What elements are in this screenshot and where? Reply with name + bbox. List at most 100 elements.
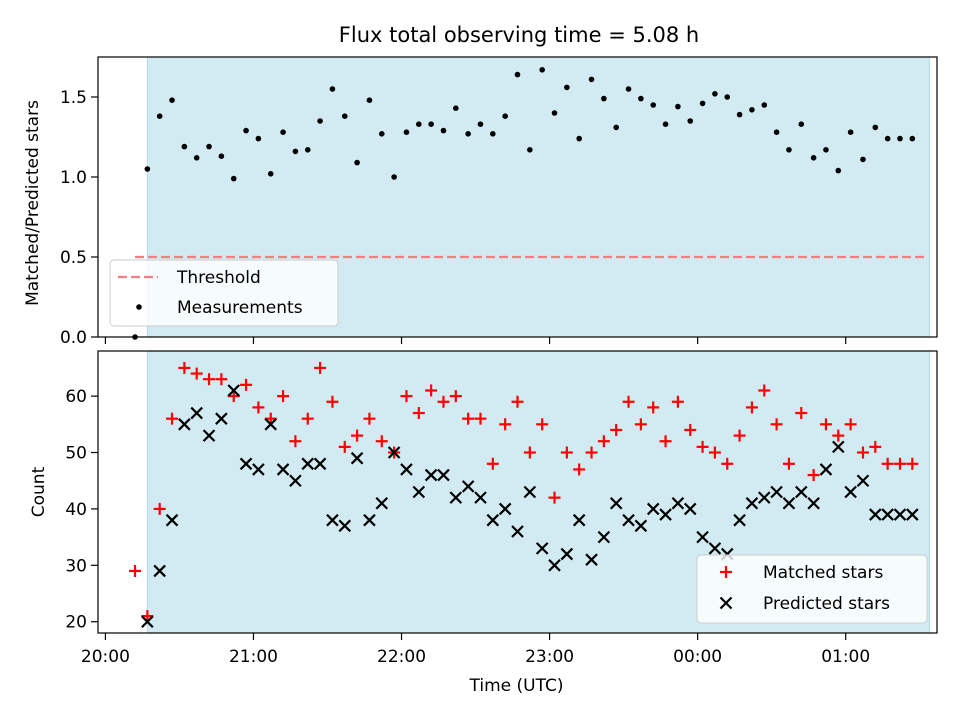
predicted-point [437, 468, 450, 482]
matched-point [585, 446, 598, 459]
matched-point [560, 446, 573, 459]
measurement-point [428, 121, 434, 127]
predicted-point [844, 485, 857, 499]
x-tick-label: 23:00 [525, 647, 574, 667]
count-legend-box [696, 554, 928, 624]
predicted-point [659, 508, 672, 521]
matched-point [486, 457, 499, 470]
predicted-point [350, 451, 364, 465]
measurement-point [193, 155, 200, 161]
predicted-point [609, 497, 623, 510]
measurement-point [662, 121, 669, 127]
matched-point [659, 435, 672, 448]
ratio-legend-box [109, 259, 339, 327]
matched-point [844, 418, 857, 431]
measurement-point [453, 105, 459, 111]
x-tick-label: 20:00 [81, 647, 130, 667]
y-tick-label: 60 [65, 387, 87, 407]
y-tick-label: 0.5 [60, 248, 87, 268]
matched-point [203, 373, 216, 386]
predicted-point [239, 457, 253, 471]
measurement-point [909, 135, 916, 142]
measurement-point [872, 124, 879, 131]
predicted-point [535, 542, 549, 555]
predicted-point [646, 502, 660, 516]
measurement-point [539, 67, 545, 73]
predicted-point [560, 547, 574, 561]
predicted-point [757, 491, 771, 504]
matched-point [770, 418, 783, 431]
measurement-point [243, 127, 249, 134]
predicted-point [548, 559, 561, 572]
measurements-legend-swatch [136, 304, 142, 310]
predicted-point [634, 519, 648, 533]
measurement-point [329, 86, 336, 92]
matched-point [782, 457, 795, 470]
matched-point [696, 440, 709, 453]
matched-point [499, 418, 512, 431]
predicted-point [782, 497, 796, 510]
measurement-point [181, 143, 188, 150]
predicted-point [622, 513, 635, 527]
x-tick-label: 21:00 [229, 647, 278, 667]
measurement-point [576, 135, 582, 142]
count-panel-frame [97, 350, 938, 634]
predicted-point [276, 463, 290, 476]
y-tick-label: 40 [65, 500, 87, 520]
measurement-point [255, 135, 262, 142]
matched-point [129, 564, 142, 577]
measurement-point [823, 147, 829, 153]
predicted-point [486, 513, 500, 527]
measurement-point [687, 118, 694, 124]
predicted-point [745, 497, 759, 510]
predicted-point [683, 502, 697, 516]
predicted-legend-marker [719, 596, 733, 610]
matched-point [449, 390, 462, 403]
predicted-point [832, 440, 845, 454]
predicted-point [869, 508, 882, 521]
predicted-legend-swatch [719, 596, 733, 610]
measurement-point [218, 153, 225, 159]
matched-point [153, 502, 166, 515]
matched-point [819, 418, 832, 431]
predicted-point [141, 615, 154, 628]
predicted-point [264, 418, 278, 431]
matched-point [634, 418, 647, 431]
predicted-point [449, 491, 463, 504]
matched-point [474, 412, 487, 425]
matched-point [215, 373, 228, 386]
threshold-legend-label: Threshold [176, 268, 261, 288]
matched-point [277, 390, 290, 403]
x-tick-label: 00:00 [673, 647, 722, 667]
matched-point [240, 378, 253, 391]
matched-point [795, 407, 808, 420]
matched-legend-label: Matched stars [763, 563, 883, 583]
matched-point [597, 435, 610, 448]
measurement-point [625, 86, 632, 92]
predicted-point [856, 474, 870, 487]
predicted-point [375, 497, 389, 510]
predicted-point [215, 412, 228, 425]
matched-point [252, 401, 265, 414]
predicted-point [227, 384, 240, 397]
predicted-point [807, 497, 820, 510]
count-y-axis-label: Count [29, 466, 49, 517]
predicted-point [289, 474, 302, 487]
predicted-point [474, 491, 487, 504]
predicted-point [313, 457, 327, 471]
measurement-point [724, 94, 731, 100]
measurement-point [267, 171, 274, 177]
predicted-point [893, 508, 907, 521]
measurement-point [156, 113, 163, 119]
matched-point [166, 412, 179, 425]
ratio-legend: Threshold Measurements [109, 259, 339, 327]
measurement-point [786, 147, 792, 153]
predicted-point [202, 429, 216, 442]
y-tick-label: 20 [65, 613, 87, 633]
predicted-point [696, 530, 709, 544]
matched-point [721, 457, 734, 470]
measurement-point [847, 129, 854, 135]
measurement-point [415, 121, 422, 127]
predicted-point [252, 463, 265, 476]
matched-point [523, 446, 536, 459]
